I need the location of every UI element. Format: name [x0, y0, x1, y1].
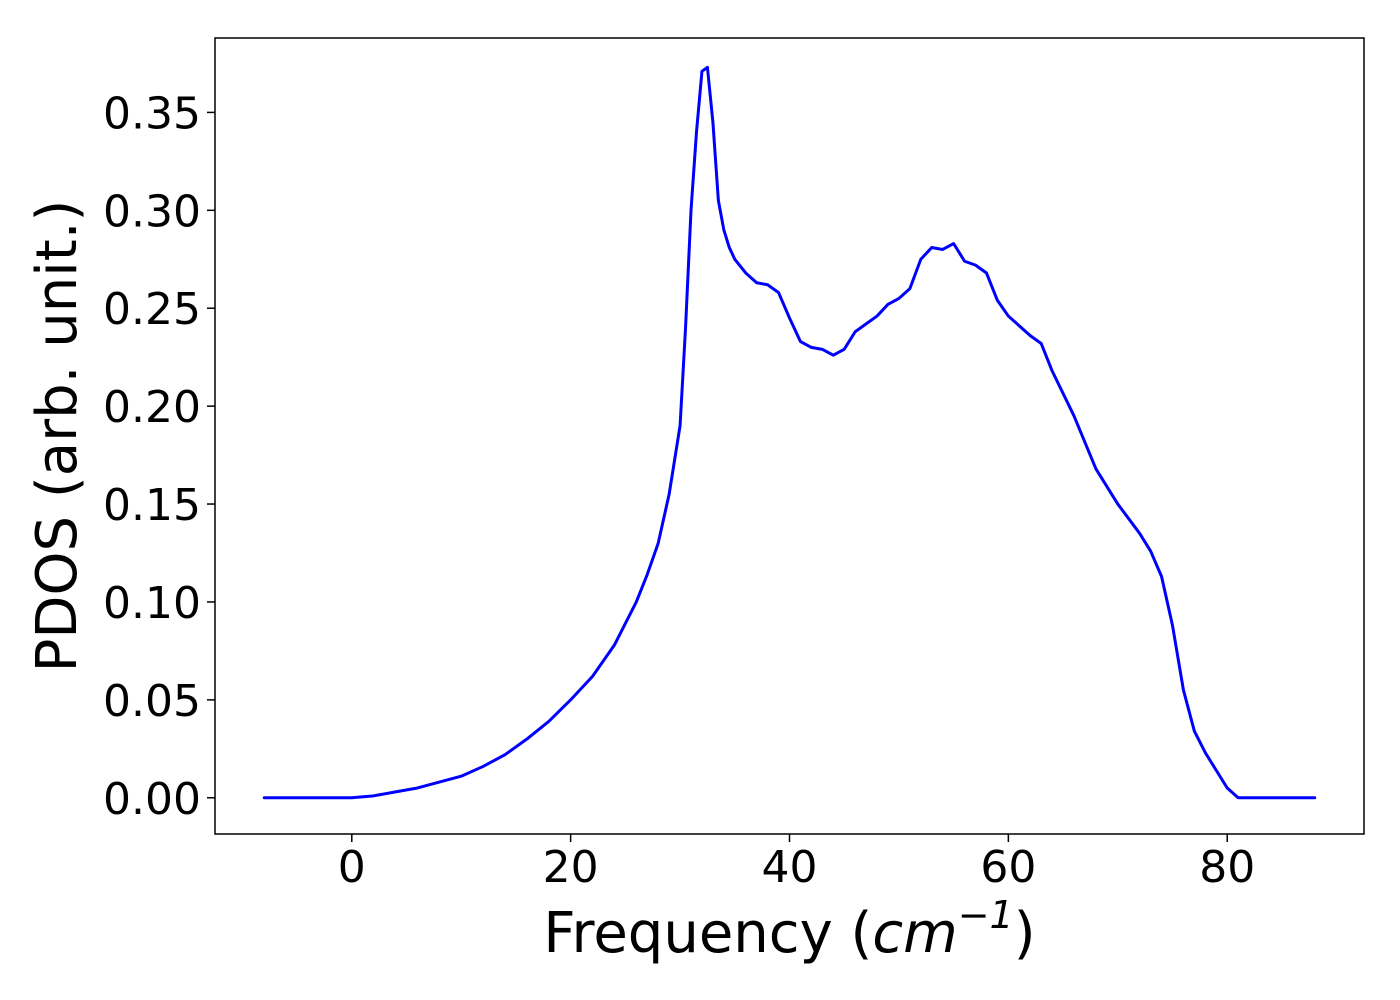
pdos-series-line — [262, 65, 1317, 800]
y-tick-label: 0.05 — [103, 676, 201, 727]
x-tick-label: 0 — [338, 842, 366, 893]
y-tick-label: 0.00 — [103, 774, 201, 825]
x-axis-ticks: 0 20 40 60 80 — [338, 834, 1255, 893]
y-tick-label: 0.15 — [103, 480, 201, 531]
y-tick-label: 0.35 — [103, 88, 201, 139]
x-tick-label: 60 — [980, 842, 1036, 893]
plot-frame — [214, 37, 1365, 835]
y-tick-label: 0.25 — [103, 284, 201, 335]
x-axis-label-suffix: ) — [1014, 901, 1036, 966]
x-axis-label-unit: cm — [872, 901, 957, 966]
x-axis-label-exponent: −1 — [958, 893, 1014, 937]
x-tick-label: 40 — [762, 842, 818, 893]
x-tick-label: 80 — [1199, 842, 1255, 893]
y-tick-label: 0.20 — [103, 382, 201, 433]
x-axis-label: Frequency (cm−1) — [543, 893, 1035, 966]
y-tick-label: 0.10 — [103, 578, 201, 629]
y-tick-label: 0.30 — [103, 186, 201, 237]
x-tick-label: 20 — [543, 842, 599, 893]
x-axis-label-prefix: Frequency ( — [543, 901, 872, 966]
y-axis-ticks: 0.00 0.05 0.10 0.15 0.20 0.25 0.30 0.35 — [103, 88, 215, 825]
y-axis-label: PDOS (arb. unit.) — [25, 200, 90, 673]
